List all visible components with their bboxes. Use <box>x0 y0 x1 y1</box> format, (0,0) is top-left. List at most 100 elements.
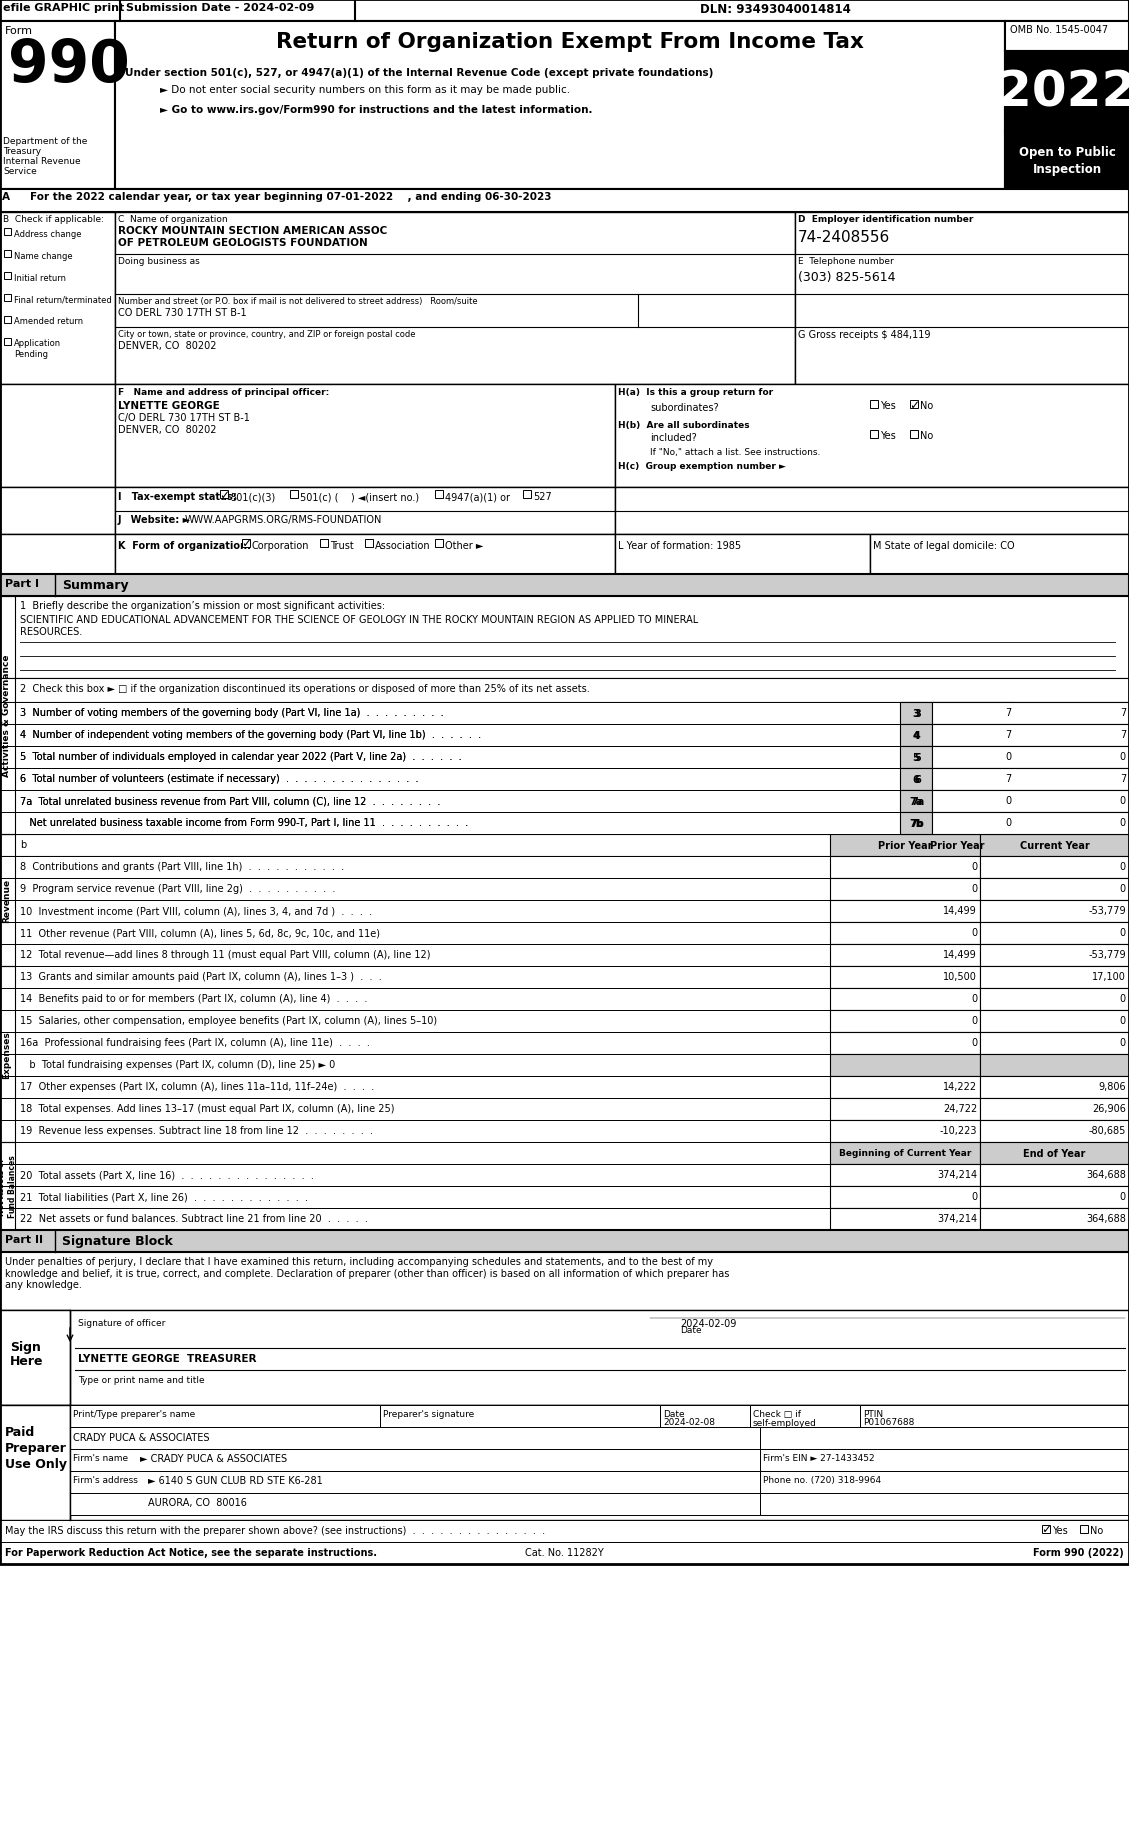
Bar <box>0 966 15 1142</box>
Bar <box>660 1405 750 1427</box>
Bar <box>980 1186 1129 1208</box>
Bar <box>980 1010 1129 1032</box>
Text: Number and street (or P.O. box if mail is not delivered to street address)   Roo: Number and street (or P.O. box if mail i… <box>119 296 478 306</box>
Text: B  Check if applicable:: B Check if applicable: <box>3 214 104 223</box>
Text: Department of the: Department of the <box>3 137 87 146</box>
Text: LYNETTE GEORGE: LYNETTE GEORGE <box>119 401 220 410</box>
Text: Under section 501(c), 527, or 4947(a)(1) of the Internal Revenue Code (except pr: Under section 501(c), 527, or 4947(a)(1)… <box>125 68 714 79</box>
Bar <box>0 988 1129 1010</box>
Text: G Gross receipts $ 484,119: G Gross receipts $ 484,119 <box>798 329 930 340</box>
Bar <box>980 856 1129 878</box>
Bar <box>900 725 933 747</box>
Bar <box>935 769 1014 791</box>
Bar <box>1080 1524 1088 1534</box>
Text: 19  Revenue less expenses. Subtract line 18 from line 12  .  .  .  .  .  .  .  .: 19 Revenue less expenses. Subtract line … <box>20 1125 373 1135</box>
Text: Prior Year: Prior Year <box>930 840 984 851</box>
Text: ► Do not enter social security numbers on this form as it may be made public.: ► Do not enter social security numbers o… <box>160 84 570 95</box>
Bar <box>900 791 935 813</box>
Bar <box>900 769 935 791</box>
Bar <box>933 747 1129 769</box>
Text: For the 2022 calendar year, or tax year beginning 07-01-2022    , and ending 06-: For the 2022 calendar year, or tax year … <box>30 192 551 201</box>
Bar <box>0 769 1129 791</box>
Bar <box>0 747 1129 769</box>
Text: No: No <box>920 430 934 441</box>
Bar <box>0 0 1129 22</box>
Bar <box>830 1120 980 1142</box>
Bar <box>830 878 980 900</box>
Bar <box>115 384 615 489</box>
Text: 6: 6 <box>912 774 919 785</box>
Bar <box>900 791 933 813</box>
Text: 374,214: 374,214 <box>937 1169 977 1179</box>
Bar <box>980 900 1129 922</box>
Bar <box>933 703 1129 725</box>
Bar <box>830 966 980 988</box>
Text: 4: 4 <box>914 730 921 741</box>
Text: 17,100: 17,100 <box>1092 972 1126 981</box>
Text: Form 990 (2022): Form 990 (2022) <box>1033 1546 1124 1557</box>
Bar <box>1005 51 1129 132</box>
Bar <box>910 430 918 439</box>
Text: 3: 3 <box>914 708 921 719</box>
Bar <box>980 878 1129 900</box>
Text: Prior Year: Prior Year <box>877 840 933 851</box>
Text: Under penalties of perjury, I declare that I have examined this return, includin: Under penalties of perjury, I declare th… <box>5 1257 729 1290</box>
Bar <box>980 966 1129 988</box>
Bar <box>320 540 329 547</box>
Text: 0: 0 <box>971 1038 977 1047</box>
Text: 990: 990 <box>8 37 130 93</box>
Bar <box>0 813 1129 834</box>
Text: 501(c) (    ) ◄(insert no.): 501(c) ( ) ◄(insert no.) <box>300 492 419 501</box>
Text: -53,779: -53,779 <box>1088 906 1126 915</box>
Text: efile GRAPHIC print: efile GRAPHIC print <box>3 4 124 13</box>
Text: WWW.AAPGRMS.ORG/RMS-FOUNDATION: WWW.AAPGRMS.ORG/RMS-FOUNDATION <box>185 514 383 525</box>
Text: 11  Other revenue (Part VIII, column (A), lines 5, 6d, 8c, 9c, 10c, and 11e): 11 Other revenue (Part VIII, column (A),… <box>20 928 380 937</box>
Text: DENVER, CO  80202: DENVER, CO 80202 <box>119 340 217 351</box>
Text: P01067688: P01067688 <box>863 1416 914 1426</box>
Text: Form: Form <box>5 26 33 37</box>
Text: Firm's name: Firm's name <box>73 1453 128 1462</box>
Text: Firm's EIN ► 27-1433452: Firm's EIN ► 27-1433452 <box>763 1453 875 1462</box>
Text: 501(c)(3): 501(c)(3) <box>230 492 275 501</box>
Text: Cat. No. 11282Y: Cat. No. 11282Y <box>525 1546 603 1557</box>
Bar <box>0 1543 1129 1565</box>
Bar <box>0 813 1129 834</box>
Text: ✓: ✓ <box>219 489 229 501</box>
Text: Part I: Part I <box>5 578 40 589</box>
Bar <box>615 534 870 575</box>
Text: Print/Type preparer's name: Print/Type preparer's name <box>73 1409 195 1418</box>
Text: Service: Service <box>3 167 37 176</box>
Bar <box>0 1076 1129 1098</box>
Text: ► 6140 S GUN CLUB RD STE K6-281: ► 6140 S GUN CLUB RD STE K6-281 <box>148 1475 323 1486</box>
Bar <box>900 769 933 791</box>
Text: 13  Grants and similar amounts paid (Part IX, column (A), lines 1–3 )  .  .  .: 13 Grants and similar amounts paid (Part… <box>20 972 382 981</box>
Text: Net unrelated business taxable income from Form 990-T, Part I, line 11  .  .  . : Net unrelated business taxable income fr… <box>20 818 469 827</box>
Text: ► CRADY PUCA & ASSOCIATES: ► CRADY PUCA & ASSOCIATES <box>140 1453 287 1464</box>
Bar <box>910 401 918 408</box>
Text: 1  Briefly describe the organization’s mission or most significant activities:: 1 Briefly describe the organization’s mi… <box>20 600 385 611</box>
Text: A: A <box>2 192 10 201</box>
Text: 7: 7 <box>1120 730 1126 739</box>
Bar <box>0 1054 1129 1076</box>
Text: 5  Total number of individuals employed in calendar year 2022 (Part V, line 2a) : 5 Total number of individuals employed i… <box>20 752 462 761</box>
Text: Current Year: Current Year <box>1019 840 1089 851</box>
Bar <box>0 1142 1129 1164</box>
Bar <box>5 229 11 236</box>
Bar <box>830 1164 980 1186</box>
Text: 0: 0 <box>1120 1038 1126 1047</box>
Text: 20  Total assets (Part X, line 16)  .  .  .  .  .  .  .  .  .  .  .  .  .  .  .: 20 Total assets (Part X, line 16) . . . … <box>20 1169 314 1179</box>
Bar <box>0 791 1129 813</box>
Text: 16a  Professional fundraising fees (Part IX, column (A), line 11e)  .  .  .  .: 16a Professional fundraising fees (Part … <box>20 1038 370 1047</box>
Text: M State of legal domicile: CO: M State of legal domicile: CO <box>873 540 1015 551</box>
Text: RESOURCES.: RESOURCES. <box>20 626 82 637</box>
Bar <box>0 1405 1129 1521</box>
Text: Paid: Paid <box>5 1426 35 1438</box>
Bar <box>935 813 1014 834</box>
Text: 14,499: 14,499 <box>943 950 977 959</box>
Text: L Year of formation: 1985: L Year of formation: 1985 <box>618 540 741 551</box>
Bar <box>830 1186 980 1208</box>
Text: OMB No. 1545-0047: OMB No. 1545-0047 <box>1010 26 1109 35</box>
Text: D  Employer identification number: D Employer identification number <box>798 214 973 223</box>
Bar <box>0 922 1129 944</box>
Text: 18  Total expenses. Add lines 13–17 (must equal Part IX, column (A), line 25): 18 Total expenses. Add lines 13–17 (must… <box>20 1103 394 1113</box>
